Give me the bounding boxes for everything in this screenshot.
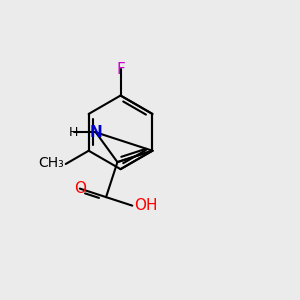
Text: CH₃: CH₃ — [38, 155, 64, 170]
Text: N: N — [89, 125, 102, 140]
Text: H: H — [69, 126, 78, 139]
Text: OH: OH — [134, 198, 157, 213]
Text: O: O — [74, 181, 86, 196]
Text: F: F — [116, 61, 125, 76]
